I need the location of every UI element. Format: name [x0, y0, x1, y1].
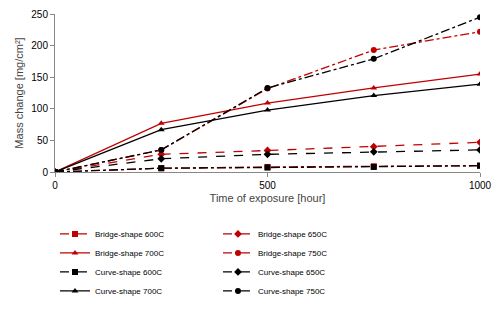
svg-text:Curve-shape 750C: Curve-shape 750C — [258, 287, 325, 296]
svg-text:500: 500 — [259, 180, 276, 191]
svg-text:Time of exposure [hour]: Time of exposure [hour] — [210, 192, 326, 204]
svg-text:1000: 1000 — [469, 180, 492, 191]
svg-text:250: 250 — [31, 9, 48, 20]
svg-text:Bridge-shape 750C: Bridge-shape 750C — [258, 249, 327, 258]
svg-text:Curve-shape 700C: Curve-shape 700C — [95, 287, 162, 296]
svg-text:0: 0 — [42, 167, 48, 178]
svg-text:100: 100 — [31, 103, 48, 114]
svg-text:Curve-shape 600C: Curve-shape 600C — [95, 268, 162, 277]
svg-text:Bridge-shape 650C: Bridge-shape 650C — [258, 230, 327, 239]
svg-text:Bridge-shape 700C: Bridge-shape 700C — [95, 249, 164, 258]
svg-text:Curve-shape 650C: Curve-shape 650C — [258, 268, 325, 277]
svg-text:Bridge-shape 600C: Bridge-shape 600C — [95, 230, 164, 239]
svg-text:0: 0 — [52, 180, 58, 191]
svg-text:150: 150 — [31, 72, 48, 83]
svg-text:Mass change [mg/cm²]: Mass change [mg/cm²] — [13, 37, 25, 148]
svg-text:50: 50 — [37, 135, 49, 146]
svg-text:200: 200 — [31, 40, 48, 51]
